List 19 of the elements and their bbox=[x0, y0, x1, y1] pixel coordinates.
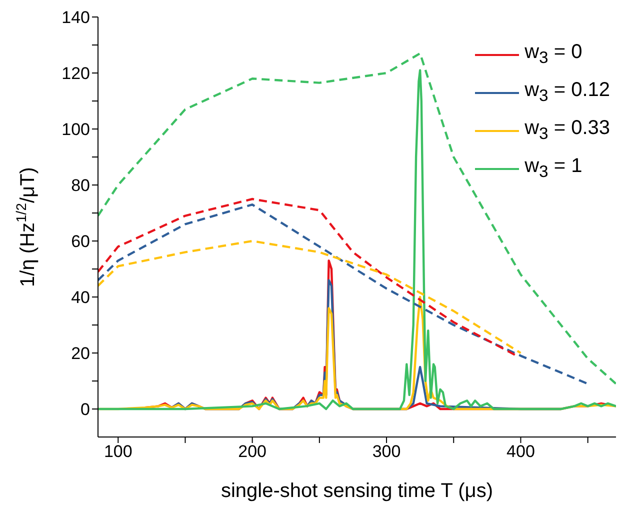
line-series bbox=[98, 204, 589, 385]
y-tick-label: 140 bbox=[62, 8, 90, 28]
x-tick-label: 300 bbox=[372, 442, 401, 462]
x-axis-title: single-shot sensing time T (μs) bbox=[220, 480, 494, 502]
y-tick-label: 120 bbox=[62, 64, 90, 84]
legend-label: w$_{3}$ = 0.33 bbox=[524, 116, 610, 145]
y-tick-label: 20 bbox=[71, 344, 90, 364]
legend-label: w$_{3}$ = 0 bbox=[524, 40, 582, 69]
x-tick-label: 200 bbox=[238, 442, 267, 462]
y-tick-label: 100 bbox=[62, 120, 90, 140]
x-tick-label: 400 bbox=[506, 442, 535, 462]
y-tick-label: 40 bbox=[71, 288, 90, 308]
y-tick-label: 80 bbox=[71, 176, 90, 196]
line-series bbox=[98, 198, 518, 357]
legend-label: w$_{3}$ = 1 bbox=[524, 154, 582, 183]
x-tick-label: 100 bbox=[104, 442, 132, 462]
y-tick-label: 0 bbox=[80, 400, 90, 420]
y-tick-label: 60 bbox=[71, 232, 90, 252]
legend-label: w$_{3}$ = 0.12 bbox=[524, 78, 610, 107]
